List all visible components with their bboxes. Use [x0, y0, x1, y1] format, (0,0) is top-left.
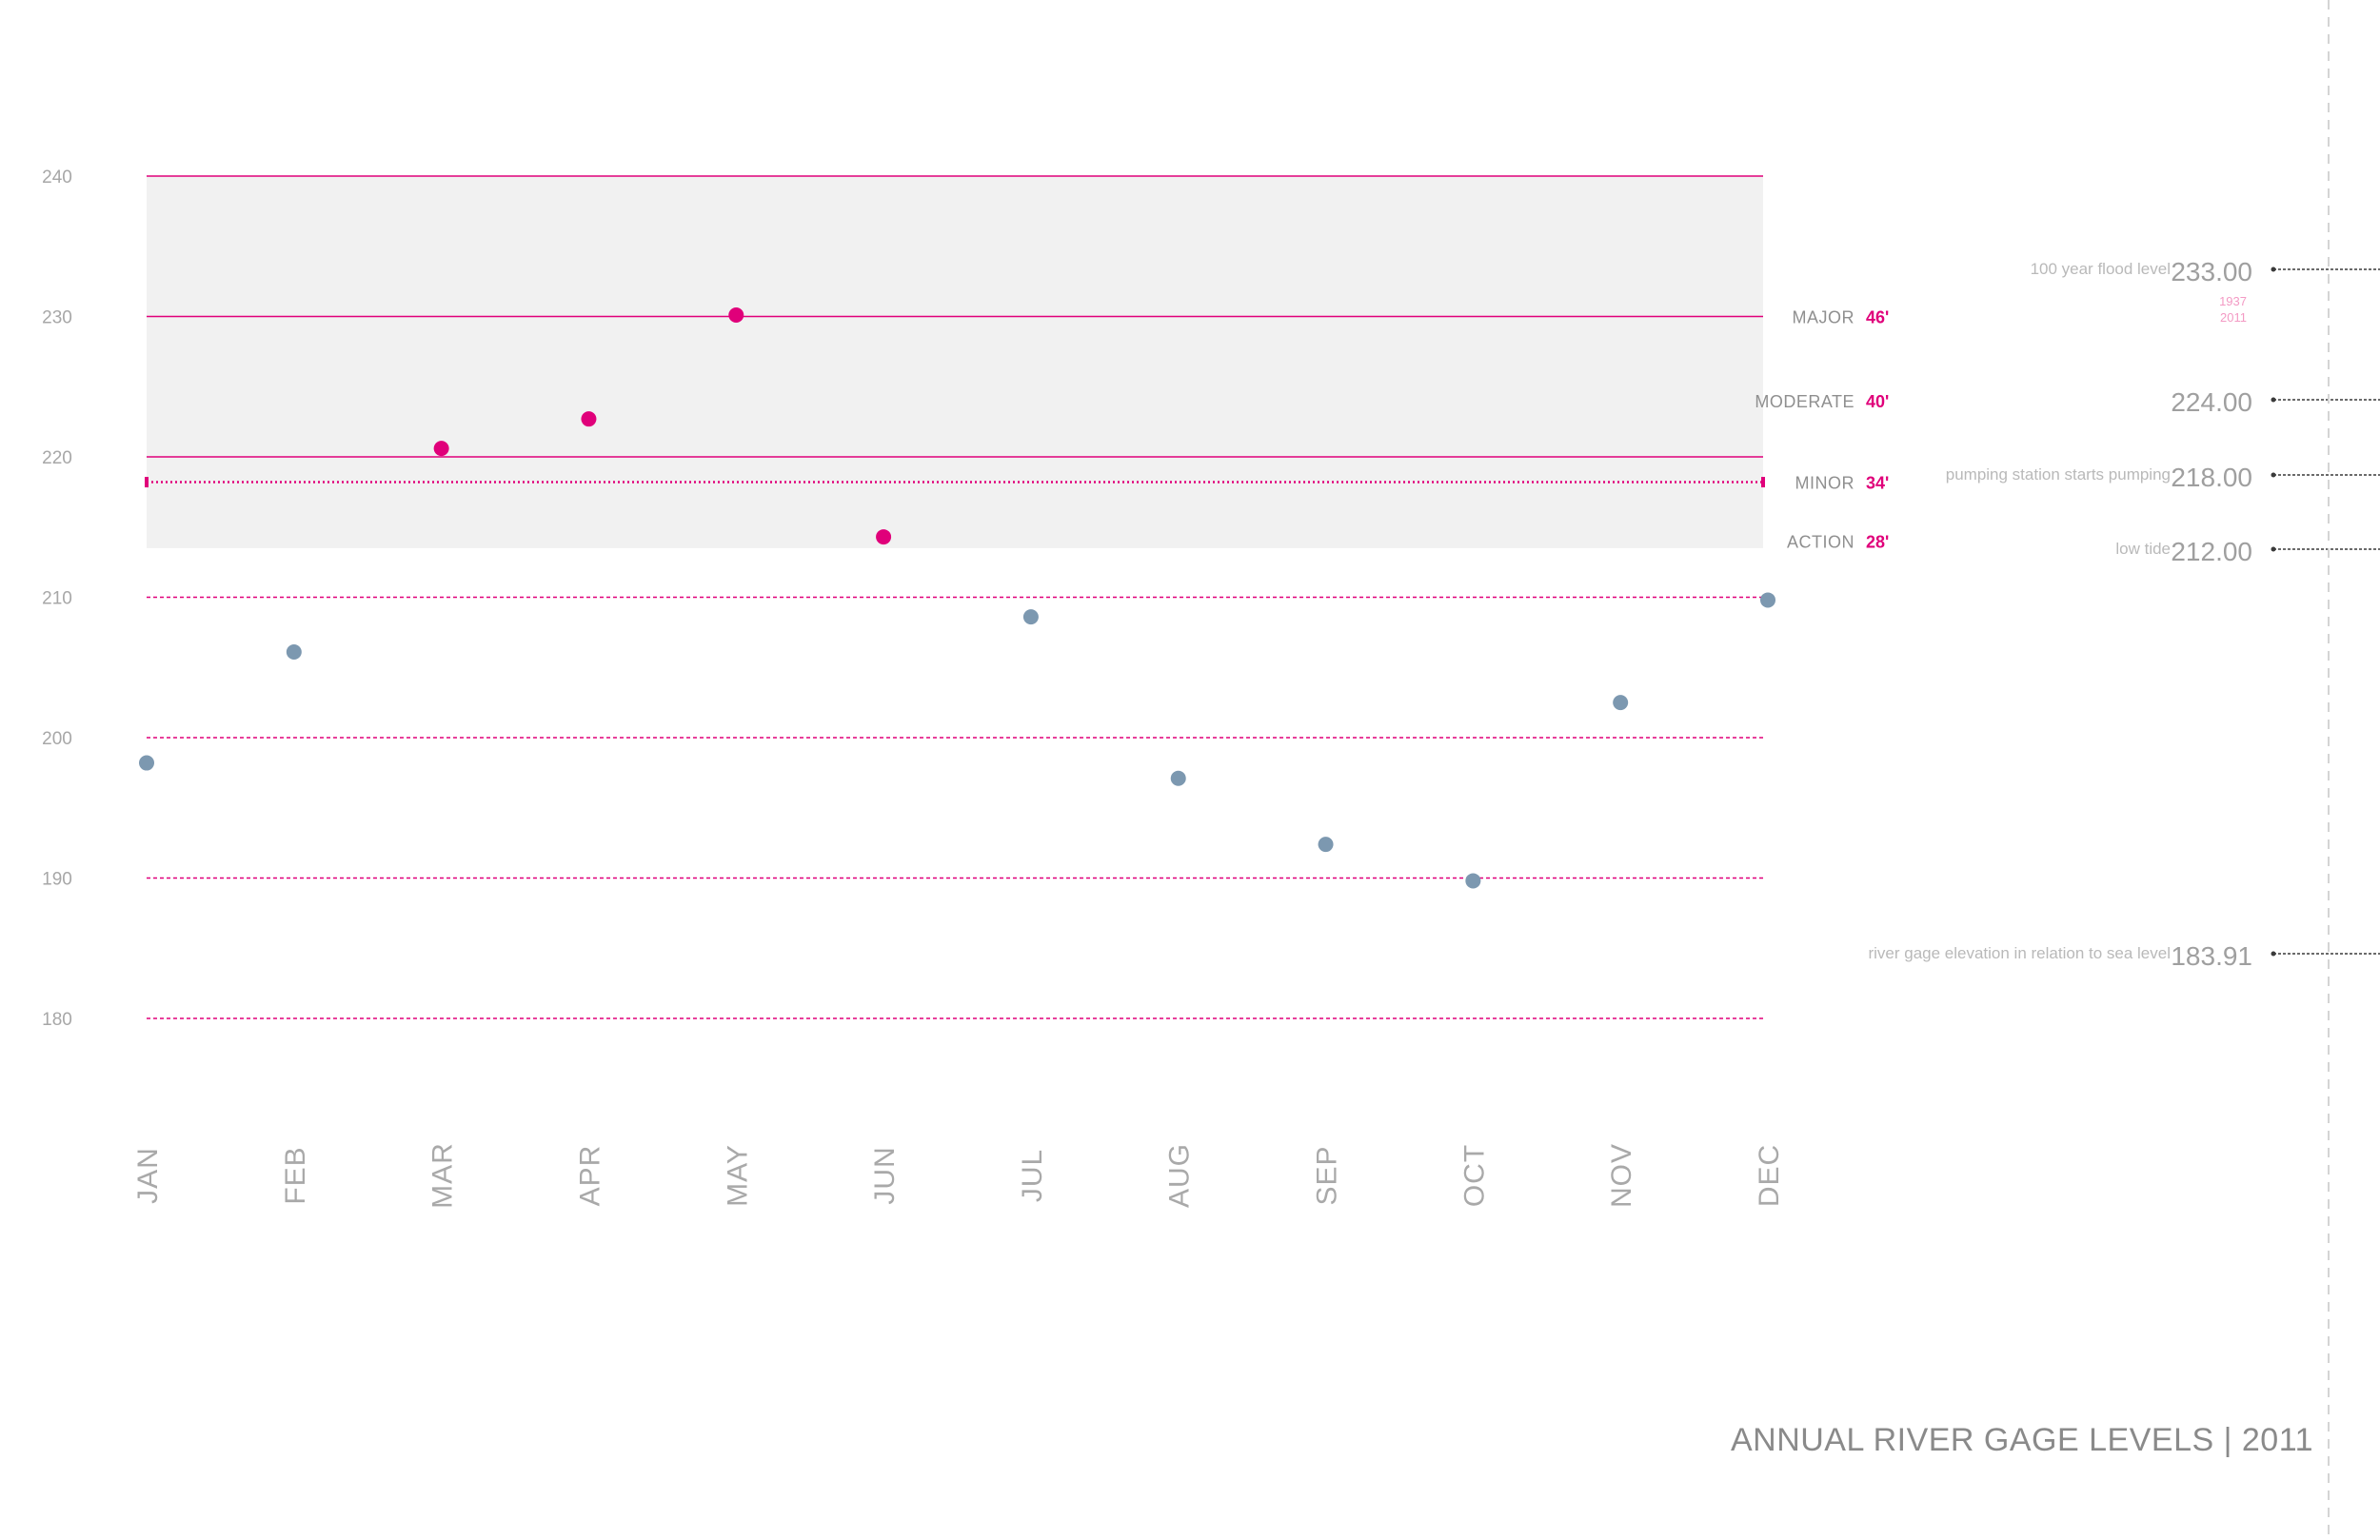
data-point	[876, 529, 892, 545]
data-point	[1465, 873, 1481, 889]
x-tick-label: AUG	[1164, 1143, 1196, 1208]
reference-leader-dot	[2271, 951, 2276, 957]
reference-label: low tide	[2115, 540, 2171, 558]
flood-stage-labels: MAJOR 46' MODERATE 40' MINOR 34' ACTION 28'	[1755, 308, 1889, 552]
x-tick-label: JAN	[132, 1147, 164, 1204]
flood-stage-feet: 46'	[1866, 308, 1889, 327]
x-tick-label: DEC	[1754, 1144, 1785, 1207]
data-point	[1613, 695, 1629, 711]
x-tick-label: JUL	[1017, 1149, 1048, 1202]
flood-year: 2011	[2220, 310, 2247, 325]
reference-label: river gage elevation in relation to sea …	[1868, 944, 2171, 962]
y-tick-label: 240	[42, 168, 72, 188]
data-point	[286, 644, 302, 661]
flood-stage-name: ACTION	[1787, 533, 1854, 552]
y-tick-label: 210	[42, 589, 72, 609]
grid-lines	[147, 175, 1763, 1019]
reference-leader-dot	[2271, 472, 2276, 478]
flood-stage-feet: 28'	[1866, 533, 1889, 552]
x-tick-label: APR	[574, 1145, 605, 1207]
reference-label: pumping station starts pumping	[1946, 465, 2171, 484]
flood-stage-feet: 40'	[1866, 392, 1889, 411]
flood-band	[147, 176, 1763, 548]
reference-levels: 100 year flood level 233.00 1937 2011 224.00…	[1868, 257, 2380, 971]
data-point	[581, 411, 597, 427]
reference-value: 218.00	[2171, 463, 2252, 492]
y-tick-label: 220	[42, 448, 72, 468]
data-point	[728, 307, 744, 324]
y-tick-label: 180	[42, 1010, 72, 1030]
y-tick-label: 190	[42, 870, 72, 890]
y-tick-label: 230	[42, 308, 72, 328]
minor-stage-cap-left	[145, 477, 149, 488]
flood-stage-feet: 34'	[1866, 474, 1889, 493]
x-tick-label: JUN	[869, 1146, 901, 1204]
x-axis-ticks: JAN FEB MAR APR MAY JUN JUL AUG SEP OCT NOV DEC	[132, 1142, 1785, 1209]
reference-leader-dot	[2271, 397, 2276, 403]
x-tick-label: MAY	[722, 1144, 753, 1207]
x-tick-label: MAR	[427, 1142, 459, 1209]
flood-stage-name: MAJOR	[1793, 308, 1855, 327]
data-point	[433, 441, 449, 457]
data-point	[1318, 837, 1334, 853]
data-point	[1760, 592, 1775, 608]
reference-value: 233.00	[2171, 257, 2252, 286]
flood-stage-name: MINOR	[1795, 474, 1855, 493]
x-tick-label: NOV	[1606, 1143, 1637, 1208]
y-tick-label: 200	[42, 729, 72, 749]
reference-label: 100 year flood level	[2031, 260, 2171, 278]
x-tick-label: OCT	[1458, 1144, 1490, 1207]
data-points	[139, 307, 1775, 889]
flood-year: 1937	[2219, 294, 2247, 308]
y-axis-ticks: 240 230 220 210 200 190 180	[42, 168, 72, 1030]
reference-value: 212.00	[2171, 537, 2252, 566]
reference-value: 183.91	[2171, 941, 2252, 971]
reference-value: 224.00	[2171, 387, 2252, 417]
chart-title: ANNUAL RIVER GAGE LEVELS | 2011	[1731, 1422, 2313, 1458]
x-tick-label: FEB	[280, 1146, 311, 1204]
data-point	[1022, 609, 1039, 625]
reference-leader-dot	[2271, 546, 2276, 552]
data-point	[1170, 770, 1186, 786]
data-point	[139, 755, 154, 771]
reference-leader-dot	[2271, 267, 2276, 272]
flood-stage-name: MODERATE	[1755, 392, 1854, 411]
x-tick-label: SEP	[1312, 1145, 1343, 1205]
minor-stage-cap-right	[1761, 477, 1765, 488]
